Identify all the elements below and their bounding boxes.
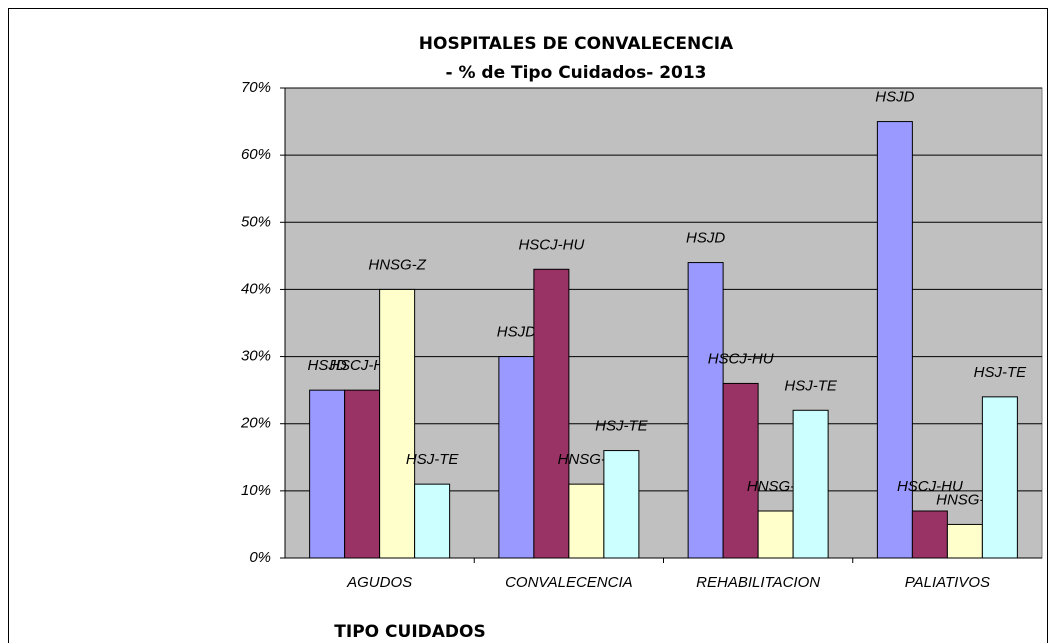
x-tick-label: CONVALECENCIA xyxy=(505,574,633,591)
chart-title: HOSPITALES DE CONVALECENCIA xyxy=(419,34,734,54)
y-tick-label: 60% xyxy=(241,146,271,163)
data-label: HSJ-TE xyxy=(595,418,648,435)
data-label: HNSG-Z xyxy=(558,451,616,468)
bar xyxy=(757,510,794,559)
bar xyxy=(603,450,640,559)
bar xyxy=(344,389,381,559)
data-label: HSCJ-HU xyxy=(329,357,395,374)
bar xyxy=(498,356,535,559)
bar xyxy=(876,121,913,559)
y-tick-label: 10% xyxy=(241,482,271,499)
y-tick-label: 30% xyxy=(241,348,271,365)
bar xyxy=(568,483,605,559)
y-tick-label: 40% xyxy=(241,280,271,297)
data-label: HSJ-TE xyxy=(974,364,1027,381)
bar xyxy=(946,523,983,559)
data-label: HSJD xyxy=(308,357,347,374)
x-tick-label: REHABILITACION xyxy=(696,574,820,591)
chart-subtitle: - % de Tipo Cuidados- 2013 xyxy=(445,63,706,83)
data-label: HSJ-TE xyxy=(784,377,837,394)
bar xyxy=(533,268,570,559)
data-label: HSJ-TE xyxy=(406,451,459,468)
data-label: HSJD xyxy=(875,89,914,106)
data-label: HSCJ-HU xyxy=(518,236,584,253)
data-label: HNSG-Z xyxy=(747,478,805,495)
x-tick-label: AGUDOS xyxy=(346,574,412,591)
bar xyxy=(379,288,416,559)
y-tick-label: 0% xyxy=(249,549,271,566)
bar xyxy=(722,382,759,559)
data-label: HSJD xyxy=(686,230,725,247)
bar xyxy=(687,262,724,559)
data-label: HSJD xyxy=(497,324,536,341)
data-label: HNSG-Z xyxy=(936,491,994,508)
y-tick-label: 50% xyxy=(241,213,271,230)
x-axis-label: TIPO CUIDADOS xyxy=(334,622,485,642)
data-label: HSCJ-HU xyxy=(708,350,774,367)
bar xyxy=(981,396,1018,559)
data-label: HSCJ-HU xyxy=(897,478,963,495)
y-tick-label: 70% xyxy=(241,79,271,96)
bar xyxy=(309,389,346,559)
data-label: HNSG-Z xyxy=(368,256,426,273)
x-tick-label: PALIATIVOS xyxy=(905,574,990,591)
y-tick-label: 20% xyxy=(240,415,271,432)
bar xyxy=(792,409,829,559)
bar xyxy=(911,510,948,559)
bar xyxy=(414,483,451,559)
